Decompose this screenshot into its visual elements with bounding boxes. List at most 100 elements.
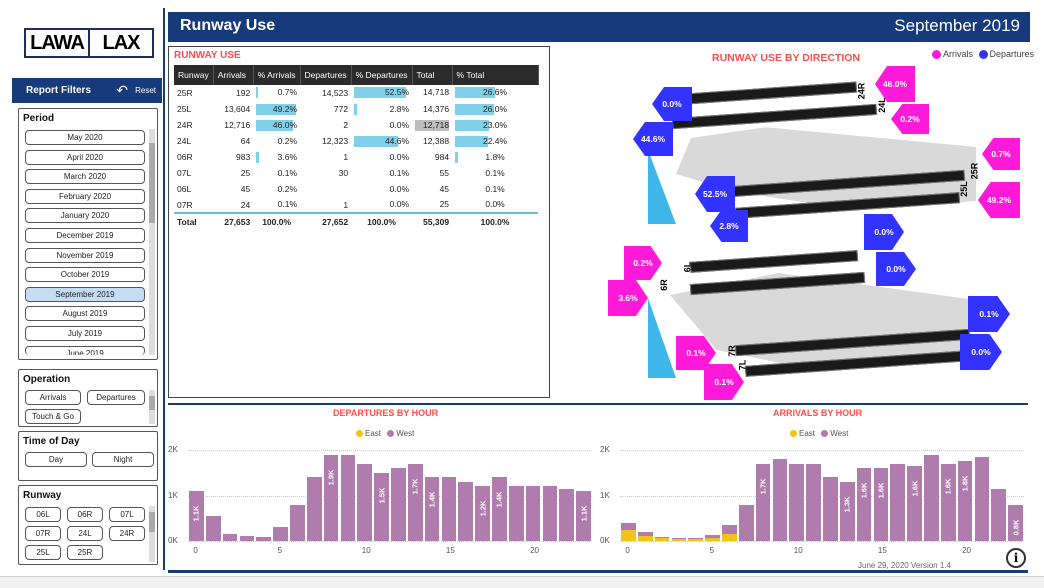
west-bar[interactable] [856,468,872,541]
west-bar[interactable] [755,463,771,541]
west-bar[interactable] [424,477,440,541]
reset-icon[interactable]: ↶ [116,82,128,98]
west-bar[interactable] [222,534,238,541]
west-bar[interactable] [772,459,788,541]
west-bar[interactable] [621,522,636,530]
operation-arrivals[interactable]: Arrivals [25,390,81,405]
west-bar[interactable] [940,463,956,541]
table-row[interactable]: 07L 25 0.1% 30 0.1% 55 0.1% [174,165,539,182]
west-bar[interactable] [1008,504,1023,541]
west-bar[interactable] [239,536,255,541]
west-bar[interactable] [256,537,272,541]
period-item[interactable]: November 2019 [25,247,145,263]
west-bar[interactable] [823,477,838,541]
period-item[interactable]: August 2019 [25,306,145,322]
west-bar[interactable] [957,461,973,541]
runway-06r[interactable]: 06R [67,507,103,522]
period-item[interactable]: September 2019 [25,286,145,302]
west-bar[interactable] [475,486,490,541]
east-bar[interactable] [621,529,636,541]
east-bar[interactable] [637,535,653,541]
table-row[interactable]: 06R 983 3.6% 1 0.0% 984 1.8% [174,149,539,166]
west-bar[interactable] [306,477,322,541]
west-bar[interactable] [290,504,305,541]
table-row[interactable]: 25R 192 0.7% 14,523 52.5% 14,718 26.6% [174,85,539,102]
table-row[interactable]: 07R 24 0.1% 1 0.0% 25 0.0% [174,197,539,214]
runway-25l[interactable]: 25L [25,545,61,560]
west-bar[interactable] [508,486,524,541]
west-bar[interactable] [441,477,457,541]
table-row[interactable]: 24L 64 0.2% 12,323 44.6% 12,388 22.4% [174,133,539,150]
runway-06l[interactable]: 06L [25,507,61,522]
period-item[interactable]: May 2020 [25,130,145,145]
operation-touch-and-go[interactable]: Touch & Go [25,409,81,424]
runway-24l[interactable]: 24L [67,526,103,541]
period-item[interactable]: June 2019 [25,345,145,355]
runway-scrollbar[interactable] [149,506,155,562]
west-bar[interactable] [458,481,474,541]
west-bar[interactable] [722,525,737,535]
west-bar[interactable] [873,468,889,541]
info-icon[interactable]: i [1006,548,1026,568]
table-row[interactable]: 06L 45 0.2% 0.0% 45 0.1% [174,181,539,198]
column-header[interactable]: Departures [300,65,352,85]
west-bar[interactable] [688,538,704,540]
west-bar[interactable] [705,535,720,539]
west-bar[interactable] [806,463,821,541]
period-item[interactable]: April 2020 [25,149,145,165]
west-bar[interactable] [357,463,373,541]
west-bar[interactable] [273,527,288,541]
period-item[interactable]: February 2020 [25,188,145,204]
west-bar[interactable] [738,504,754,541]
west-bar[interactable] [374,472,389,541]
west-bar[interactable] [637,531,653,536]
east-bar[interactable] [722,534,737,541]
east-bar[interactable] [671,539,687,541]
west-bar[interactable] [924,454,939,541]
column-header[interactable]: Total [412,65,453,85]
column-header[interactable]: % Arrivals [253,65,301,85]
west-bar[interactable] [576,490,591,541]
west-bar[interactable] [559,488,575,541]
column-header[interactable]: Arrivals [213,65,254,85]
runway-07r[interactable]: 07R [25,526,61,541]
west-bar[interactable] [205,515,221,541]
east-bar[interactable] [688,539,704,541]
west-bar[interactable] [189,490,204,541]
west-bar[interactable] [525,486,541,541]
west-bar[interactable] [407,463,423,541]
table-row[interactable]: 25L 13,604 49.2% 772 2.8% 14,376 26.0% [174,101,539,118]
west-bar[interactable] [654,536,670,539]
west-bar[interactable] [671,538,687,540]
column-header[interactable]: Runway [174,65,214,85]
period-item[interactable]: October 2019 [25,267,145,283]
west-bar[interactable] [323,454,339,541]
operation-scrollbar[interactable] [149,390,155,424]
west-bar[interactable] [789,463,805,541]
runway-24r[interactable]: 24R [109,526,145,541]
period-item[interactable]: July 2019 [25,326,145,341]
period-item[interactable]: March 2020 [25,169,145,185]
column-header[interactable]: % Departures [351,65,413,85]
runway-25r[interactable]: 25R [67,545,103,560]
west-bar[interactable] [890,463,906,541]
west-bar[interactable] [907,465,922,541]
operation-departures[interactable]: Departures [87,390,145,405]
period-item[interactable]: January 2020 [25,208,145,224]
table-row[interactable]: 24R 12,716 46.0% 2 0.0% 12,718 23.0% [174,117,539,134]
column-header[interactable]: % Total [452,65,539,85]
west-bar[interactable] [839,481,855,541]
east-bar[interactable] [654,538,670,541]
west-bar[interactable] [542,486,558,541]
reset-button[interactable]: Reset [135,86,156,95]
west-bar[interactable] [340,454,356,541]
period-item[interactable]: December 2019 [25,228,145,243]
west-bar[interactable] [991,488,1007,541]
runway-07l[interactable]: 07L [109,507,145,522]
east-bar[interactable] [705,538,720,541]
west-bar[interactable] [974,456,990,541]
west-bar[interactable] [391,468,406,541]
time-night[interactable]: Night [92,452,154,467]
time-day[interactable]: Day [25,452,87,467]
period-scrollbar[interactable] [149,129,155,355]
